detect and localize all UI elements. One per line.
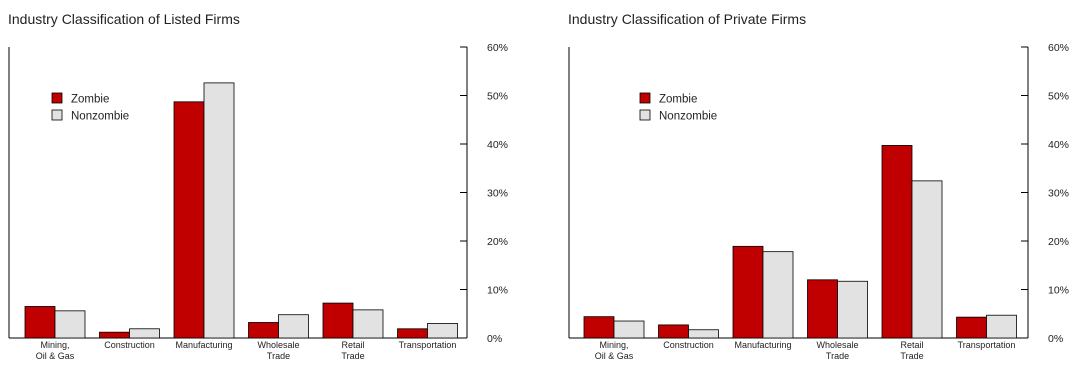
bar-zombie	[248, 322, 279, 339]
y-tick-label: 40%	[1048, 139, 1069, 151]
y-tick-label: 10%	[1048, 285, 1069, 297]
y-tick-label: 0%	[487, 333, 502, 345]
bar-zombie	[658, 324, 689, 339]
bar-zombie	[173, 101, 205, 339]
x-tick-label: Manufacturing	[175, 340, 232, 350]
x-tick-label: Wholesale Trade	[257, 340, 299, 361]
bar-zombie	[881, 145, 913, 339]
bar-zombie	[99, 331, 130, 339]
y-tick-label: 50%	[487, 91, 508, 103]
bar-zombie	[24, 306, 56, 339]
bar-nonzombie	[54, 310, 86, 339]
bar-zombie	[397, 328, 428, 339]
x-tick-label: Construction	[663, 340, 714, 350]
legend-label: Nonzombie	[659, 111, 717, 123]
bar-zombie	[583, 316, 615, 339]
x-tick-label: Retail Trade	[900, 340, 923, 361]
y-tick-label: 30%	[487, 188, 508, 200]
bar-nonzombie	[203, 82, 235, 339]
bar-nonzombie	[352, 309, 384, 339]
y-tick-label: 60%	[1048, 42, 1069, 54]
y-tick-label: 0%	[1048, 333, 1063, 345]
y-tick-label: 40%	[487, 139, 508, 151]
bar-nonzombie	[762, 251, 794, 339]
x-tick-label: Transportation	[958, 340, 1016, 350]
bar-zombie	[732, 245, 764, 339]
chart-title: Industry Classification of Private Firms	[568, 11, 807, 27]
bar-zombie	[807, 279, 838, 339]
bar-nonzombie	[613, 320, 645, 339]
legend-swatch-zombie	[639, 92, 651, 104]
x-tick-label: Wholesale Trade	[816, 340, 858, 361]
chart-panel-private: Industry Classification of Private Firms…	[560, 0, 1083, 367]
chart-title: Industry Classification of Listed Firms	[8, 11, 240, 27]
x-tick-label: Construction	[104, 340, 155, 350]
chart-svg: 0% 10% 20% 30% 40% 50% 60% Mining, Oil & Gas Cons…	[568, 42, 1069, 361]
legend-label: Nonzombie	[71, 111, 129, 123]
bar-nonzombie	[911, 180, 943, 339]
y-tick-label: 30%	[1048, 188, 1069, 200]
y-tick-label: 10%	[487, 285, 508, 297]
y-tick-label: 60%	[487, 42, 508, 54]
bar-nonzombie	[688, 329, 719, 339]
bar-zombie	[322, 302, 354, 339]
x-tick-label: Mining, Oil & Gas	[595, 340, 634, 361]
legend-label: Zombie	[659, 94, 697, 106]
bar-nonzombie	[427, 323, 458, 339]
y-tick-label: 20%	[487, 236, 508, 248]
chart-svg: 0% 10% 20% 30% 40% 50% 60% Mining, Oil & Gas Cons…	[8, 42, 508, 361]
bar-nonzombie	[278, 314, 309, 339]
chart-panel-listed: Industry Classification of Listed Firms …	[0, 0, 540, 367]
y-tick-label: 20%	[1048, 236, 1069, 248]
x-tick-label: Mining, Oil & Gas	[36, 340, 75, 361]
bar-zombie	[956, 316, 987, 339]
bar-nonzombie	[837, 280, 868, 339]
legend-label: Zombie	[71, 94, 109, 106]
x-tick-label: Retail Trade	[341, 340, 364, 361]
bar-nonzombie	[986, 314, 1017, 339]
x-tick-label: Transportation	[399, 340, 457, 350]
legend-swatch-nonzombie	[639, 109, 651, 121]
bar-nonzombie	[129, 328, 160, 339]
x-tick-label: Manufacturing	[734, 340, 791, 350]
legend-swatch-zombie	[51, 92, 63, 104]
y-tick-label: 50%	[1048, 91, 1069, 103]
legend-swatch-nonzombie	[51, 109, 63, 121]
